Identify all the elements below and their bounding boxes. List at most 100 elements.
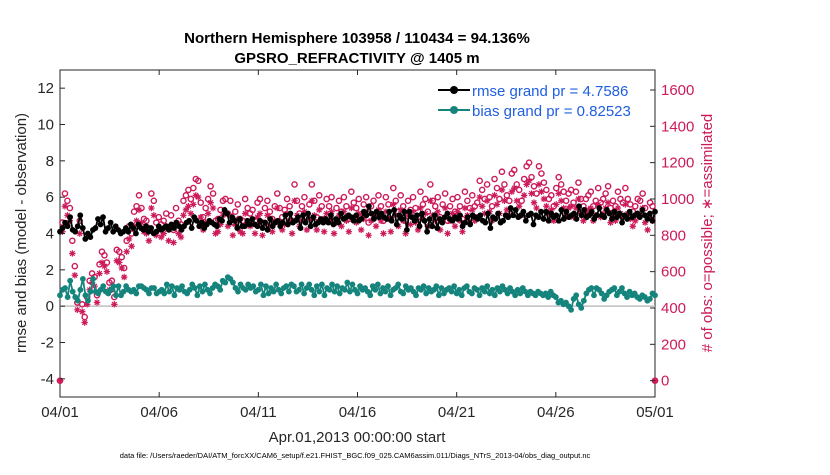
rmse-point [373, 208, 380, 215]
bias-point [199, 288, 206, 295]
rmse-point [601, 214, 608, 221]
obs-possible-point [234, 201, 242, 208]
obs-assimilated-point [330, 230, 338, 237]
bias-point [255, 286, 262, 293]
bias-point [260, 292, 267, 299]
obs-assimilated-point [259, 232, 266, 239]
obs-possible-point [264, 197, 271, 205]
obs-possible-point [298, 202, 306, 210]
rmse-point [358, 216, 365, 222]
obs-assimilated-point [456, 217, 464, 224]
obs-assimilated-point [98, 259, 106, 266]
obs-assimilated-point [530, 199, 538, 206]
bias-point [385, 283, 391, 290]
obs-assimilated-point [308, 197, 316, 204]
bias-point [79, 276, 86, 282]
rmse-point [636, 214, 643, 221]
obs-assimilated-point [543, 203, 550, 210]
rmse-point [512, 206, 519, 213]
rmse-point [386, 208, 393, 215]
obs-assimilated-point [476, 193, 483, 201]
obs-possible-point [204, 195, 212, 203]
rmse-series [57, 203, 658, 242]
rmse-point [563, 208, 570, 215]
bias-point [133, 290, 140, 297]
y-right-tick-label: 1400 [661, 118, 694, 135]
obs-assimilated-point [214, 228, 222, 235]
obs-assimilated-point [535, 181, 543, 188]
bias-point [250, 283, 257, 290]
obs-possible-point [548, 192, 555, 199]
obs-assimilated-point [76, 230, 83, 237]
bias-point [285, 288, 292, 295]
obs-assimilated-point [93, 299, 101, 306]
rmse-point [97, 221, 104, 228]
bias-point [377, 290, 384, 297]
obs-assimilated-point [422, 210, 429, 217]
obs-possible-point [478, 186, 486, 194]
obs-assimilated-point [158, 233, 165, 241]
obs-assimilated-point [79, 308, 86, 315]
obs-assimilated-point [170, 239, 177, 246]
rmse-point [606, 210, 613, 217]
y-left-tick-label: 4 [46, 226, 54, 243]
rmse-point [257, 217, 263, 224]
bias-point [395, 281, 402, 288]
bias-point [278, 290, 285, 297]
obs-assimilated-point [550, 217, 557, 224]
rmse-point [553, 212, 560, 219]
legend-rmse-label: rmse grand pr = 4.7586 [472, 83, 628, 100]
obs-possible-point [483, 181, 491, 188]
obs-assimilated-point [56, 377, 64, 384]
rmse-point [193, 217, 200, 224]
obs-possible-point [187, 195, 195, 203]
obs-assimilated-point [414, 226, 422, 234]
bias-point [207, 290, 213, 297]
obs-assimilated-point [523, 181, 530, 188]
obs-assimilated-point [125, 235, 133, 243]
bias-point [230, 279, 236, 286]
bias-point [598, 290, 605, 297]
obs-possible-point [61, 190, 69, 197]
rmse-point [652, 208, 658, 215]
rmse-point [198, 219, 205, 226]
obs-assimilated-point [83, 301, 91, 308]
obs-possible-point [202, 204, 209, 212]
rmse-point [79, 225, 86, 231]
rmse-point [72, 228, 79, 235]
obs-possible-point [315, 192, 323, 199]
obs-assimilated-point [207, 199, 214, 206]
obs-assimilated-point [548, 206, 555, 214]
y-left-tick-label: 10 [37, 117, 54, 134]
obs-assimilated-point [177, 233, 185, 241]
bias-point [344, 279, 351, 286]
bias-point [283, 283, 290, 290]
bias-point [469, 290, 475, 297]
obs-assimilated-point [481, 210, 488, 217]
x-tick-label: 04/16 [339, 404, 377, 421]
obs-assimilated-point [528, 190, 535, 197]
bias-point [346, 288, 353, 295]
obs-assimilated-point [256, 210, 264, 217]
obs-assimilated-point [572, 204, 580, 212]
bias-point [161, 290, 168, 297]
bias-point [110, 283, 117, 290]
y-left-tick-label: 8 [46, 153, 54, 170]
bias-point [423, 290, 430, 297]
obs-possible-point [557, 181, 565, 188]
obs-possible-point [375, 192, 382, 199]
rmse-point [95, 216, 101, 222]
obs-possible-point [614, 188, 622, 196]
obs-possible-point [71, 262, 79, 270]
bias-point [448, 288, 455, 295]
obs-possible-point [118, 253, 126, 261]
bias-point [578, 305, 585, 311]
obs-possible-point [528, 173, 535, 181]
rmse-point [310, 214, 317, 221]
rmse-point [528, 210, 534, 217]
bias-point [552, 294, 559, 300]
bias-point [481, 288, 488, 295]
obs-assimilated-point [520, 192, 528, 199]
bias-point [387, 292, 394, 299]
obs-possible-point [409, 193, 417, 201]
